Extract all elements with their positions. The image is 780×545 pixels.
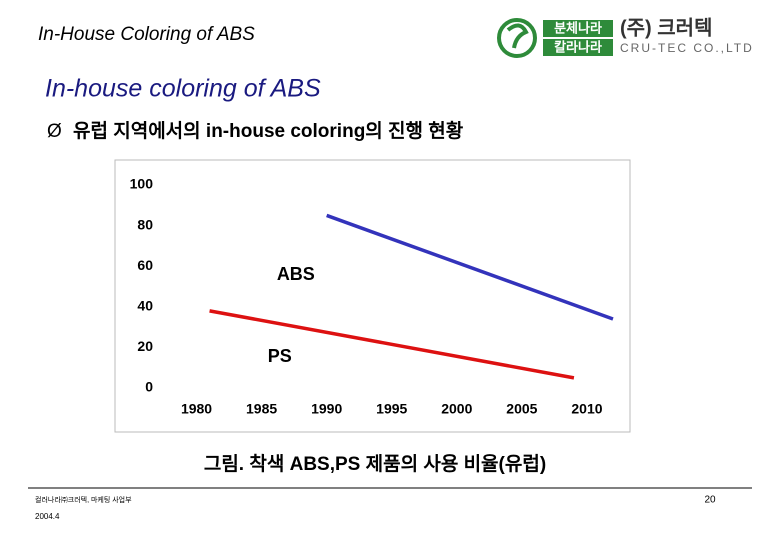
logo-box (543, 20, 613, 37)
x-tick-label: 2005 (506, 401, 537, 417)
y-tick-label: 80 (137, 216, 153, 232)
data-line (326, 213, 614, 321)
caption: 그림. 착색 ABS,PS 제품의 사용 비율(유럽) (204, 453, 546, 475)
x-tick-label: 2010 (571, 401, 602, 417)
logo-box (543, 39, 613, 56)
chart-frame (114, 159, 631, 433)
logo-text: 분체나라 (554, 20, 602, 35)
series-label: PS (268, 346, 292, 366)
company-name: (주) 크러텍 (620, 16, 712, 39)
x-tick-label: 1985 (246, 401, 277, 417)
x-tick-label: 1995 (376, 401, 407, 417)
y-tick-label: 100 (130, 176, 154, 192)
x-tick-label: 1980 (181, 401, 212, 417)
bullet-icon: Ø (47, 121, 62, 142)
y-tick-label: 40 (137, 298, 153, 314)
y-tick-label: 60 (137, 257, 153, 273)
x-tick-label: 2000 (441, 401, 472, 417)
logo-mark (497, 18, 537, 58)
y-tick-label: 20 (137, 338, 153, 354)
footer-org: 컬러나라㈜크러텍, 마케팅 사업부 (35, 495, 132, 504)
page-number: 20 (704, 495, 716, 506)
logo-mark (506, 23, 529, 49)
y-tick-label: 0 (145, 379, 153, 395)
data-line (209, 309, 575, 380)
series-label: ABS (277, 264, 315, 284)
company-name-en: CRU-TEC CO.,LTD (620, 41, 754, 55)
header-title: In-House Coloring of ABS (38, 24, 255, 45)
x-tick-label: 1990 (311, 401, 342, 417)
plot: 0 20 40 60 80 100 1980 1985 1990 1995 2000 2005 2010… (130, 176, 614, 417)
subtitle: In-house coloring of ABS (45, 75, 321, 103)
bullet-text: 유럽 지역에서의 in-house coloring의 진행 현황 (73, 119, 464, 142)
logo-text: 칼라나라 (554, 39, 602, 54)
footer-date: 2004.4 (35, 512, 60, 521)
